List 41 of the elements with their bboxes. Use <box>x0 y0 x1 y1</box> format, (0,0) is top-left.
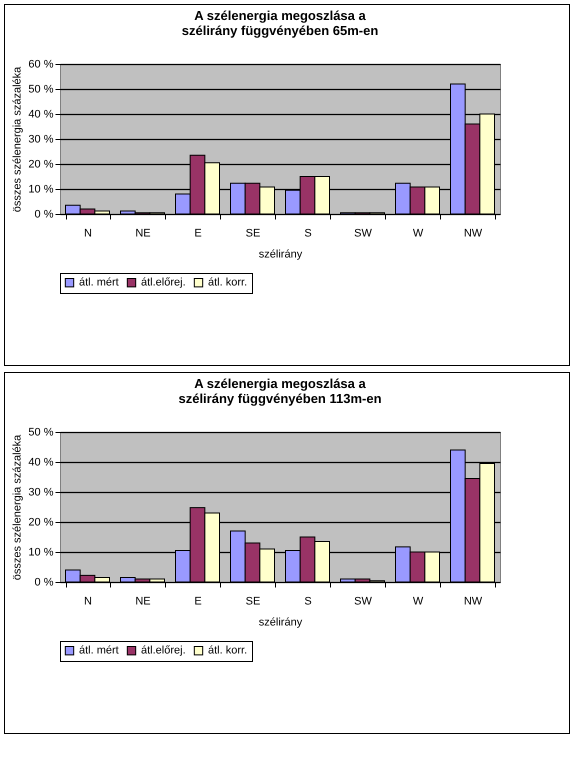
x-tick-label: NE <box>135 228 151 240</box>
y-tick-label: 50 % <box>28 426 54 438</box>
chart-title: A szélenergia megoszlása a szélirány függvényében 65m-en <box>182 8 378 38</box>
x-tick-label: NW <box>464 596 483 608</box>
x-tick-label: W <box>412 596 424 608</box>
legend-label: átl.előrej. <box>141 644 186 657</box>
x-tick-label: N <box>84 228 92 240</box>
y-tick-label: 20 % <box>28 158 54 170</box>
x-tick-label: N <box>84 596 92 608</box>
x-tick-label: E <box>194 228 202 240</box>
legend-label: átl. korr. <box>208 276 248 289</box>
x-tick-label: W <box>412 228 424 240</box>
x-axis-title: szélirány <box>258 248 303 260</box>
legend-label: átl. mért <box>79 644 119 657</box>
chart-title: A szélenergia megoszlása a szélirány függvényében 113m-en <box>178 376 382 406</box>
x-tick-label: SW <box>354 596 372 608</box>
legend-label: átl. korr. <box>208 644 248 657</box>
x-tick-label: E <box>194 596 202 608</box>
x-tick-label: S <box>304 596 312 608</box>
y-tick-label: 30 % <box>28 486 54 498</box>
x-tick-label: NE <box>135 596 151 608</box>
y-tick-label: 0 % <box>34 576 54 588</box>
y-tick-label: 60 % <box>28 58 54 70</box>
y-tick-label: 50 % <box>28 84 54 96</box>
y-tick-label: 10 % <box>28 184 54 196</box>
x-tick-label: SE <box>246 596 260 608</box>
y-tick-label: 10 % <box>28 546 54 558</box>
x-tick-label: SE <box>246 228 260 240</box>
y-axis-title: összes szélenergia százaléka <box>11 66 24 212</box>
y-tick-label: 40 % <box>28 456 54 468</box>
y-tick-label: 40 % <box>28 108 54 120</box>
y-tick-label: 0 % <box>34 208 54 220</box>
x-tick-label: SW <box>354 228 372 240</box>
x-axis-title: szélirány <box>258 616 303 628</box>
y-tick-label: 30 % <box>28 134 54 146</box>
y-axis-title: összes szélenergia százaléka <box>11 434 24 580</box>
legend-label: átl.előrej. <box>141 276 186 289</box>
y-tick-label: 20 % <box>28 516 54 528</box>
legend-label: átl. mért <box>79 276 119 289</box>
x-tick-label: S <box>304 228 312 240</box>
x-tick-label: NW <box>464 228 483 240</box>
